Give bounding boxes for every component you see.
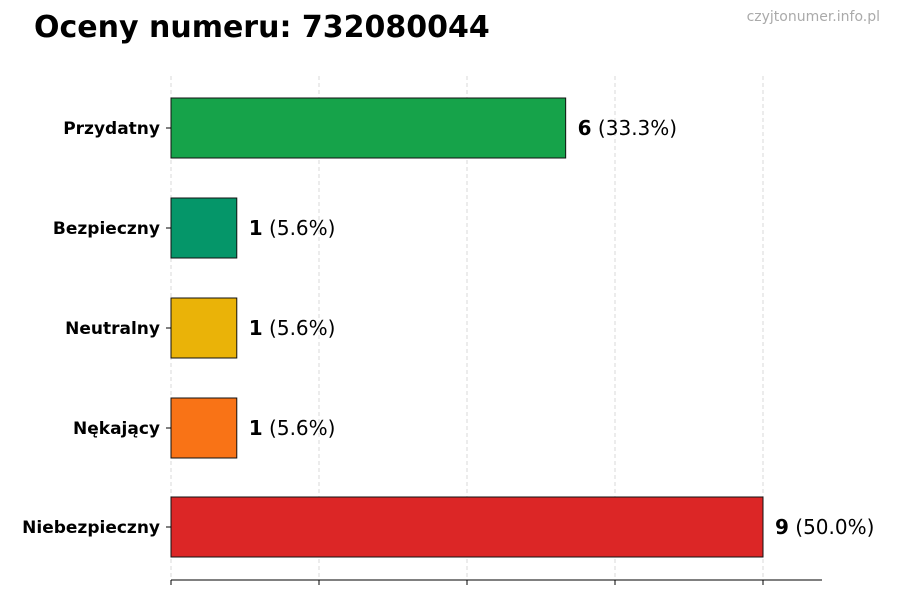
bar xyxy=(170,496,764,558)
watermark: czyjtonumer.info.pl xyxy=(746,9,880,25)
labels: Przydatny 6 (33.3%) Bezpieczny 1 (5.6%) Neut… xyxy=(22,116,874,539)
value-label: 1 (5.6%) xyxy=(249,416,336,440)
category-label: Bezpieczny xyxy=(53,219,160,239)
chart-title: Oceny numeru: 732080044 xyxy=(34,10,490,45)
bar xyxy=(170,197,238,259)
category-label: Nękający xyxy=(73,419,160,439)
category-label: Niebezpieczny xyxy=(22,518,160,538)
value-label: 1 (5.6%) xyxy=(249,316,336,340)
value-label: 9 (50.0%) xyxy=(775,515,874,539)
axes xyxy=(166,127,822,585)
bar xyxy=(170,97,567,159)
category-label: Neutralny xyxy=(65,319,160,339)
bars xyxy=(170,97,764,558)
bar xyxy=(170,297,238,359)
bar xyxy=(170,397,238,459)
value-label: 1 (5.6%) xyxy=(249,216,336,240)
category-label: Przydatny xyxy=(63,119,160,139)
value-label: 6 (33.3%) xyxy=(578,116,677,140)
